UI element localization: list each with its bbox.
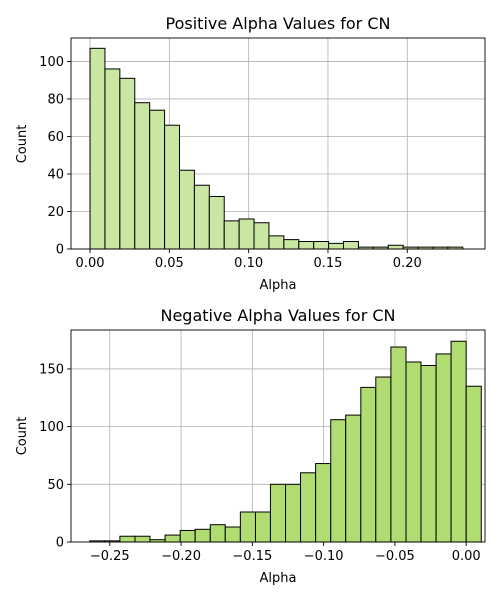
x-axis-ticks: 0.00 0.05 0.10 0.15 0.20: [76, 249, 422, 271]
histogram-bar: [164, 534, 181, 543]
histogram-bar: [345, 414, 362, 543]
y-tick-label: 60: [47, 130, 64, 145]
y-tick-label: 50: [47, 478, 64, 493]
y-axis-label: Count: [15, 125, 30, 164]
histogram-bar: [224, 526, 241, 543]
histogram-bar: [164, 124, 180, 250]
y-axis-label: Count: [15, 417, 30, 456]
histogram-bar: [179, 529, 196, 543]
histogram-bar: [285, 483, 302, 543]
histogram-bar: [450, 340, 467, 543]
y-tick-label: 0: [56, 243, 64, 258]
histogram-bar: [209, 524, 226, 543]
histogram-bar: [390, 346, 407, 543]
histogram-bar: [328, 242, 345, 250]
histogram-bar: [315, 463, 332, 543]
histogram-bars: [89, 47, 464, 250]
y-tick-label: 20: [47, 205, 64, 220]
y-tick-label: 100: [39, 55, 64, 70]
y-axis-ticks: 0 20 40 60 80 100: [39, 55, 71, 258]
y-tick-label: 40: [47, 167, 64, 182]
x-tick-label: 0.10: [234, 256, 263, 271]
y-axis-ticks: 0 50 100 150: [39, 362, 71, 551]
y-tick-label: 80: [47, 92, 64, 107]
x-tick-label: 0.05: [155, 256, 184, 271]
histogram-bar: [238, 218, 255, 250]
y-tick-label: 100: [39, 420, 64, 435]
axes-frame: [70, 329, 486, 543]
histogram-bar: [360, 386, 377, 543]
histogram-bar: [375, 376, 392, 543]
histogram-bar: [193, 184, 210, 250]
histogram-bar: [89, 47, 106, 250]
histogram-bar: [435, 353, 452, 543]
y-tick-label: 0: [56, 536, 64, 551]
x-tick-label: −0.20: [161, 549, 201, 564]
x-tick-label: 0.00: [76, 256, 105, 271]
histogram-bar: [223, 220, 240, 250]
histogram-bar: [239, 511, 256, 543]
x-tick-label: −0.05: [375, 549, 415, 564]
chart-title: Positive Alpha Values for CN: [166, 14, 391, 33]
histogram-bar: [343, 240, 359, 250]
x-tick-label: −0.25: [90, 549, 130, 564]
histogram-bar: [405, 361, 422, 543]
histogram-bar: [300, 472, 317, 543]
histogram-bar: [149, 109, 166, 250]
histogram-bar: [330, 419, 347, 543]
histogram-bar: [313, 240, 330, 250]
x-tick-label: 0.00: [452, 549, 481, 564]
x-axis-label: Alpha: [260, 278, 297, 293]
x-tick-label: −0.15: [232, 549, 272, 564]
histogram-bar: [269, 483, 287, 543]
histogram-bar: [208, 195, 225, 250]
histogram-bar: [283, 239, 300, 250]
histogram-bar: [104, 68, 121, 250]
histogram-bar: [119, 77, 136, 250]
histogram-bar: [298, 240, 315, 250]
histogram-bar: [134, 535, 151, 543]
negative-alpha-histogram: Negative Alpha Values for CN −0.25 −0.20−…: [15, 306, 486, 586]
x-axis-label: Alpha: [260, 571, 297, 586]
histogram-bar: [194, 528, 211, 543]
positive-alpha-histogram: Positive Alpha Values for CN 0.00 0.05 0.1…: [15, 14, 486, 293]
histogram-bar: [119, 535, 136, 543]
histogram-bar: [253, 222, 270, 250]
x-tick-label: 0.20: [393, 256, 422, 271]
x-tick-label: 0.15: [313, 256, 342, 271]
histogram-bar: [465, 385, 482, 543]
histogram-bar: [387, 244, 404, 250]
histogram-bar: [268, 235, 285, 250]
histogram-bar: [254, 511, 271, 543]
histogram-bar: [178, 169, 195, 250]
y-tick-label: 150: [39, 362, 64, 377]
axes-frame: [70, 37, 486, 250]
chart-title: Negative Alpha Values for CN: [160, 306, 395, 325]
histogram-bar: [134, 102, 151, 250]
histogram-bar: [420, 364, 437, 543]
x-tick-label: −0.10: [304, 549, 344, 564]
x-axis-ticks: −0.25 −0.20 −0.15 −0.10 −0.05 0.00: [90, 542, 481, 564]
